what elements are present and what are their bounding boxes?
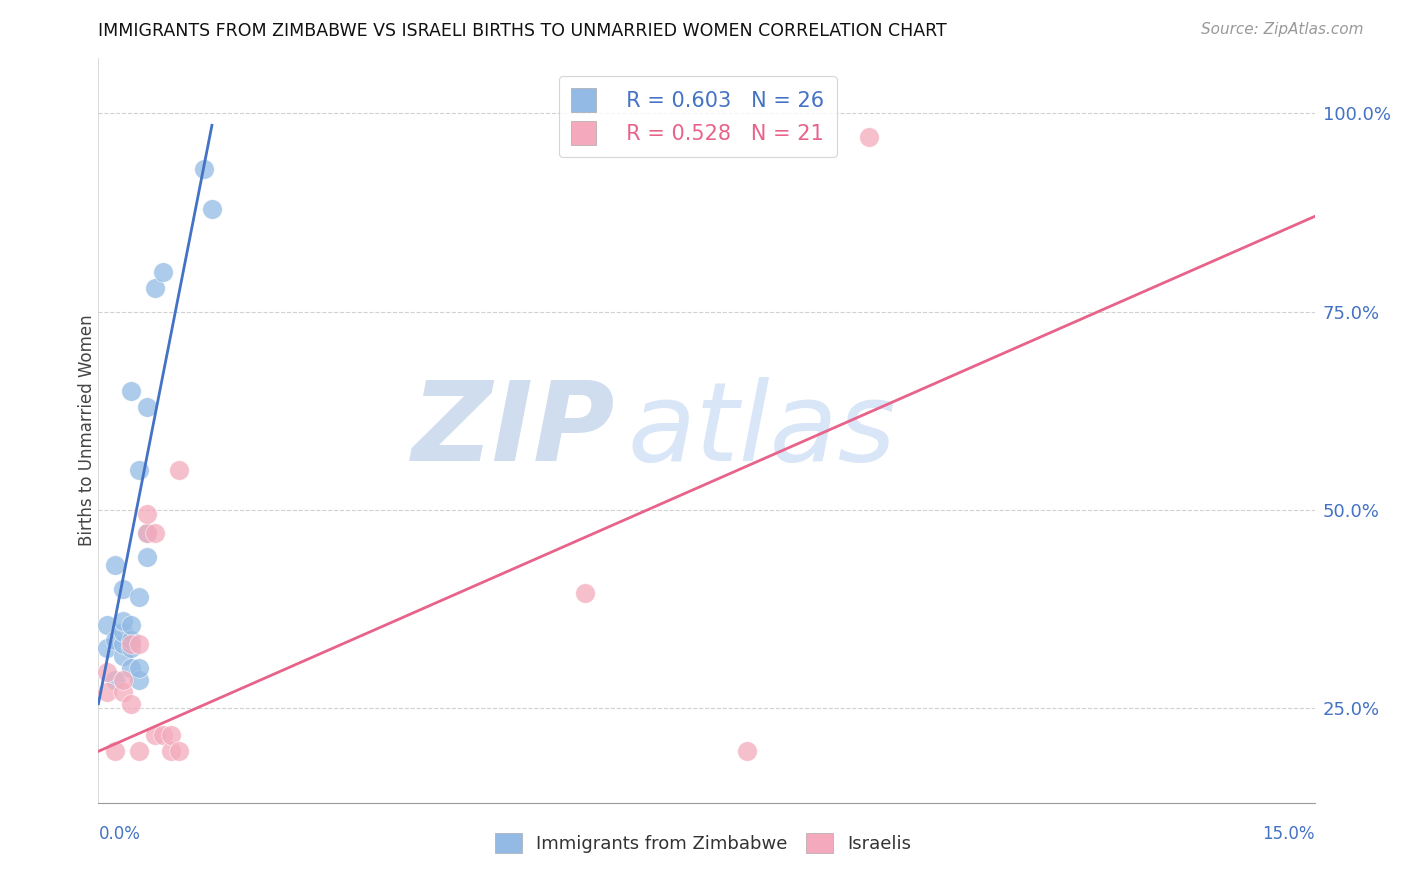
Point bbox=[111, 614, 134, 628]
Point bbox=[143, 526, 166, 541]
Text: IMMIGRANTS FROM ZIMBABWE VS ISRAELI BIRTHS TO UNMARRIED WOMEN CORRELATION CHART: IMMIGRANTS FROM ZIMBABWE VS ISRAELI BIRT… bbox=[98, 22, 948, 40]
Point bbox=[169, 744, 191, 758]
Point bbox=[152, 265, 174, 279]
Point bbox=[152, 728, 174, 742]
Point bbox=[574, 586, 596, 600]
Point bbox=[120, 697, 142, 711]
Point bbox=[143, 281, 166, 295]
Text: ZIP: ZIP bbox=[412, 377, 616, 483]
Point bbox=[136, 400, 159, 414]
Text: 0.0%: 0.0% bbox=[98, 825, 141, 843]
Legend: Immigrants from Zimbabwe, Israelis: Immigrants from Zimbabwe, Israelis bbox=[488, 825, 918, 861]
Point bbox=[169, 463, 191, 477]
Point bbox=[120, 661, 142, 675]
Point bbox=[128, 590, 150, 604]
Point bbox=[120, 641, 142, 656]
Point bbox=[120, 637, 142, 651]
Text: Source: ZipAtlas.com: Source: ZipAtlas.com bbox=[1201, 22, 1364, 37]
Point bbox=[96, 685, 118, 699]
Point bbox=[104, 744, 127, 758]
Point bbox=[104, 673, 127, 687]
Point bbox=[111, 649, 134, 664]
Point bbox=[128, 661, 150, 675]
Point bbox=[96, 617, 118, 632]
Point bbox=[104, 558, 127, 573]
Point bbox=[111, 582, 134, 596]
Point bbox=[111, 673, 134, 687]
Y-axis label: Births to Unmarried Women: Births to Unmarried Women bbox=[79, 315, 96, 546]
Point bbox=[120, 617, 142, 632]
Point bbox=[111, 685, 134, 699]
Point bbox=[128, 637, 150, 651]
Point bbox=[136, 526, 159, 541]
Point bbox=[735, 744, 758, 758]
Text: atlas: atlas bbox=[627, 377, 896, 483]
Point bbox=[111, 637, 134, 651]
Point bbox=[120, 633, 142, 648]
Point bbox=[96, 665, 118, 679]
Point bbox=[136, 526, 159, 541]
Point bbox=[143, 728, 166, 742]
Point bbox=[104, 633, 127, 648]
Point bbox=[96, 641, 118, 656]
Point bbox=[128, 673, 150, 687]
Text: 15.0%: 15.0% bbox=[1263, 825, 1315, 843]
Point bbox=[160, 744, 183, 758]
Point bbox=[128, 463, 150, 477]
Point bbox=[136, 550, 159, 565]
Point bbox=[128, 744, 150, 758]
Point bbox=[136, 507, 159, 521]
Point bbox=[858, 130, 880, 145]
Point bbox=[160, 728, 183, 742]
Point bbox=[201, 202, 224, 216]
Point bbox=[120, 384, 142, 398]
Point bbox=[193, 161, 215, 176]
Legend:   R = 0.603   N = 26,   R = 0.528   N = 21: R = 0.603 N = 26, R = 0.528 N = 21 bbox=[558, 76, 837, 157]
Point bbox=[111, 625, 134, 640]
